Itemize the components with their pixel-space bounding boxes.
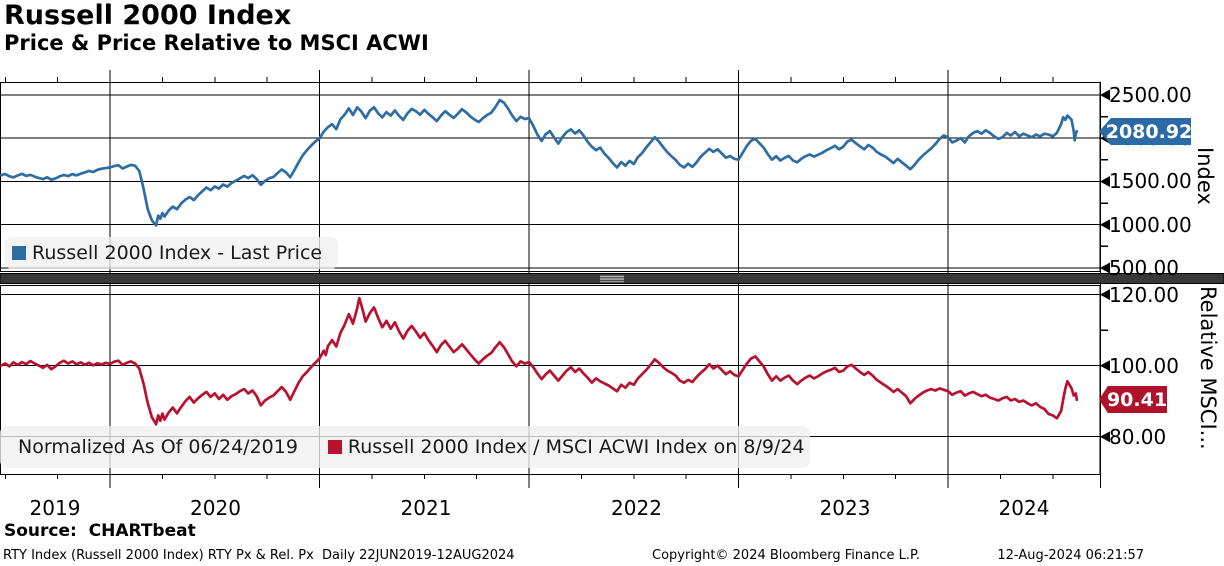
- last-price-value: 2080.92: [1105, 120, 1193, 143]
- panel-resize-grip[interactable]: [600, 275, 624, 283]
- relative-series-swatch-icon: [327, 440, 342, 454]
- last-relative-badge: 90.41: [1099, 386, 1167, 413]
- legend-relative[interactable]: Normalized As Of 06/24/2019 Russell 2000…: [0, 426, 810, 468]
- y-axis-title-relative: Relative MSCI...: [1196, 286, 1220, 450]
- source-label: Source: CHARTbeat: [4, 521, 196, 541]
- price-series-swatch-icon: [12, 246, 26, 260]
- page-subtitle: Price & Price Relative to MSCI ACWI: [4, 31, 429, 56]
- page-title: Russell 2000 Index: [4, 0, 292, 31]
- legend-price-label: Russell 2000 Index - Last Price: [32, 242, 323, 264]
- footer-timestamp: 12-Aug-2024 06:21:57: [997, 548, 1144, 563]
- footer-copyright: Copyright© 2024 Bloomberg Finance L.P.: [652, 548, 920, 563]
- legend-price[interactable]: Russell 2000 Index - Last Price: [5, 237, 338, 269]
- y-axis-title-price: Index: [1193, 147, 1217, 205]
- legend-relative-label: Russell 2000 Index / MSCI ACWI Index on …: [347, 436, 805, 458]
- chart-header: Russell 2000 Index Price & Price Relativ…: [4, 0, 429, 55]
- last-relative-value: 90.41: [1106, 388, 1168, 411]
- footer-ticker-info: RTY Index (Russell 2000 Index) RTY Px & …: [3, 548, 515, 563]
- last-price-badge: 2080.92: [1099, 118, 1191, 145]
- legend-normalized-note: Normalized As Of 06/24/2019: [18, 436, 298, 458]
